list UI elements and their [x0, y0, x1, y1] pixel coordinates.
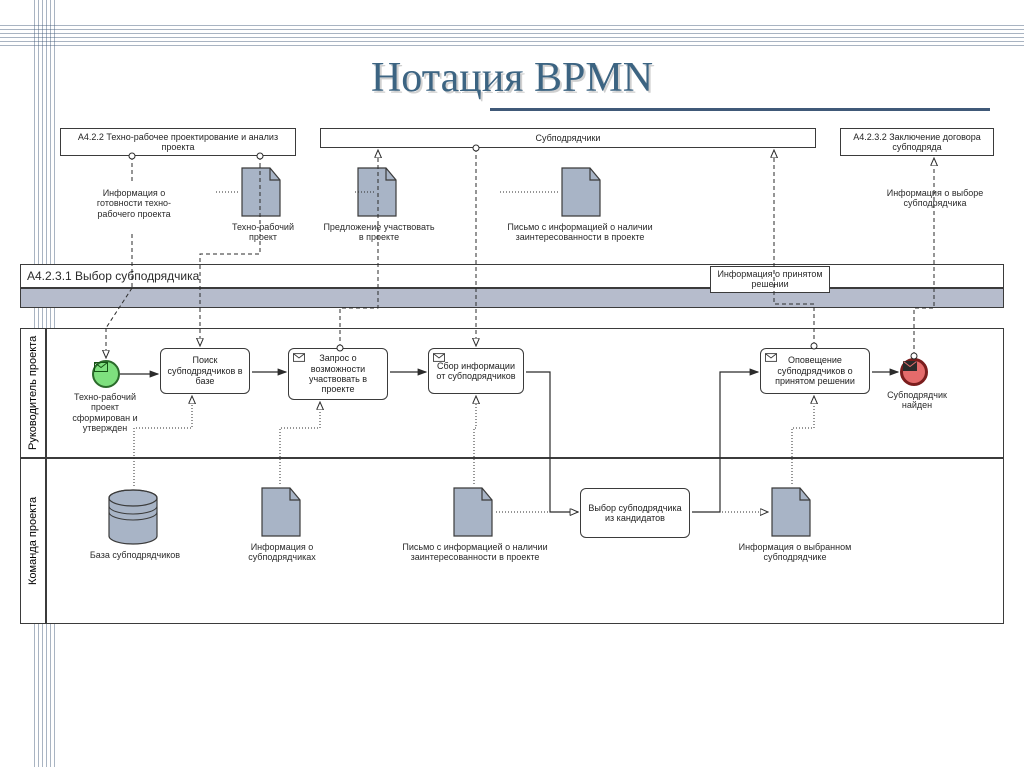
flows [20, 128, 1004, 628]
bpmn-diagram: А4.2.2 Техно-рабочее проектирование и ан… [20, 128, 1004, 756]
slide-title: Нотация BPMN [0, 54, 1024, 102]
title-underline [490, 108, 990, 111]
decor-horizontal-bars [0, 24, 1024, 46]
